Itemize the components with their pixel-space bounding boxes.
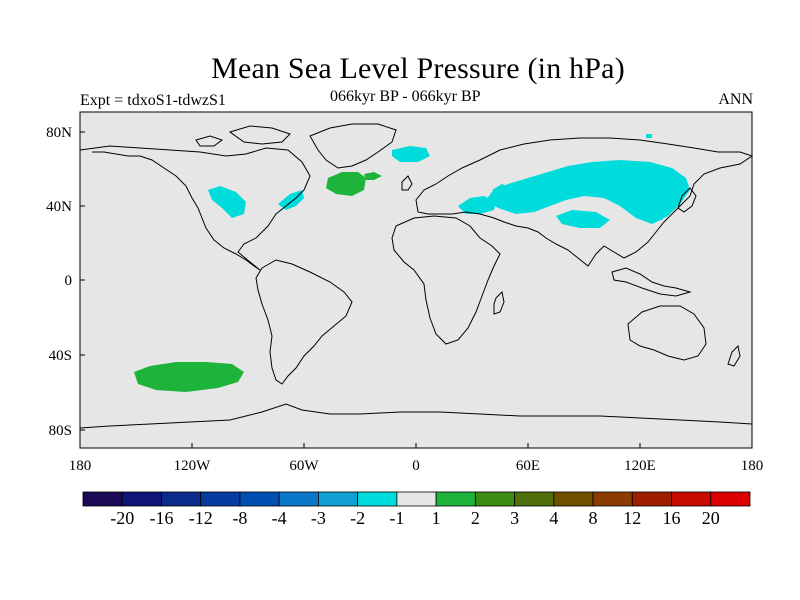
colorbar-label: -2 [350,508,365,528]
colorbar-label: 3 [510,508,519,528]
lon-tick-label: 0 [412,458,420,474]
anomaly-scandinavia-negative [492,184,512,198]
japan-coast [677,187,697,213]
colorbar-swatch [278,491,319,507]
colorbar-swatch [631,491,672,507]
colorbar-swatch [592,491,633,507]
lon-tick-label: 120E [624,458,656,474]
colorbar-swatch [710,491,751,507]
greenland-coast [309,123,397,169]
anomaly-north-atlantic-positive [326,172,366,196]
lat-tick-label: 80S [49,423,72,439]
anomaly-eurasia-negative [486,160,690,224]
colorbar-swatch [318,491,359,507]
colorbar-label: -1 [389,508,404,528]
colorbar-label: 1 [432,508,441,528]
colorbar-swatch [82,491,123,507]
colorbar-label: 16 [663,508,681,528]
new-zealand-coast [727,344,741,367]
coastlines [79,123,754,429]
lon-tick-label: 120W [174,458,212,474]
lat-tick-label: 0 [65,273,73,289]
colorbar-label: -8 [232,508,247,528]
colorbar-swatch [200,491,241,507]
lon-tick-label: 180 [741,458,764,474]
colorbar-swatch [553,491,594,507]
colorbar-swatch [671,491,712,507]
eurasia-coast [415,137,754,267]
colorbar-label: 12 [623,508,641,528]
lon-labels: 180 120W 60W 0 60E 120E 180 [69,458,764,474]
anomaly-north-atlantic-small-positive [364,172,382,180]
south-america-coast [255,259,353,385]
anomaly-arctic-negative [392,146,430,162]
colorbar-label: -3 [311,508,326,528]
indonesia-coast [611,267,692,297]
anomaly-regions [134,134,690,392]
colorbar-swatch [474,491,515,507]
colorbar-swatch [435,491,476,507]
antarctica-coast [79,403,753,429]
lon-tick-label: 60E [516,458,540,474]
colorbar-swatch [357,491,398,507]
colorbar-swatch [161,491,202,507]
colorbar-label: -12 [189,508,213,528]
lat-labels: 80N 40N 0 40S 80S [46,125,72,439]
anomaly-na-east-negative [278,190,304,210]
colorbar-label: -16 [149,508,173,528]
ticks [79,131,753,448]
africa-coast [391,215,501,345]
colorbar: -20 -16 -12 -8 -4 -3 -2 -1 1 2 3 4 8 12 16 20 [82,491,751,528]
colorbar-swatch [396,491,437,507]
colorbar-label: -20 [110,508,134,528]
season-label: ANN [718,91,753,108]
colorbar-swatch [239,491,280,507]
period-label: 066kyr BP - 066kyr BP [330,88,481,105]
colorbar-label: 2 [471,508,480,528]
australia-coast [627,305,707,361]
anomaly-central-asia-negative [556,210,610,228]
lat-tick-label: 80N [46,125,72,141]
north-america-coast [79,145,311,271]
colorbar-swatch [121,491,162,507]
anomaly-pacific-small-negative [646,134,652,138]
lat-tick-label: 40S [49,348,72,364]
lon-tick-label: 60W [289,458,319,474]
lon-tick-label: 180 [69,458,92,474]
colorbar-swatch [514,491,555,507]
anomaly-south-pacific-positive [134,362,244,392]
british-isles-coast [401,175,413,191]
madagascar-coast [493,290,505,315]
colorbar-label: 4 [549,508,558,528]
anomaly-europe-negative [458,196,496,214]
canada-islands-coast [195,125,291,147]
experiment-label: Expt = tdxoS1-tdwzS1 [80,92,226,109]
map-title: Mean Sea Level Pressure (in hPa) [211,52,625,85]
colorbar-label: 20 [702,508,720,528]
anomaly-pacific-negative [638,204,666,222]
colorbar-label: 8 [589,508,598,528]
map-panel: 180 120W 60W 0 60E 120E 180 80N 40N 0 40… [46,111,764,474]
lat-tick-label: 40N [46,199,72,215]
anomaly-na-west-negative [208,186,246,218]
colorbar-label: -4 [272,508,287,528]
